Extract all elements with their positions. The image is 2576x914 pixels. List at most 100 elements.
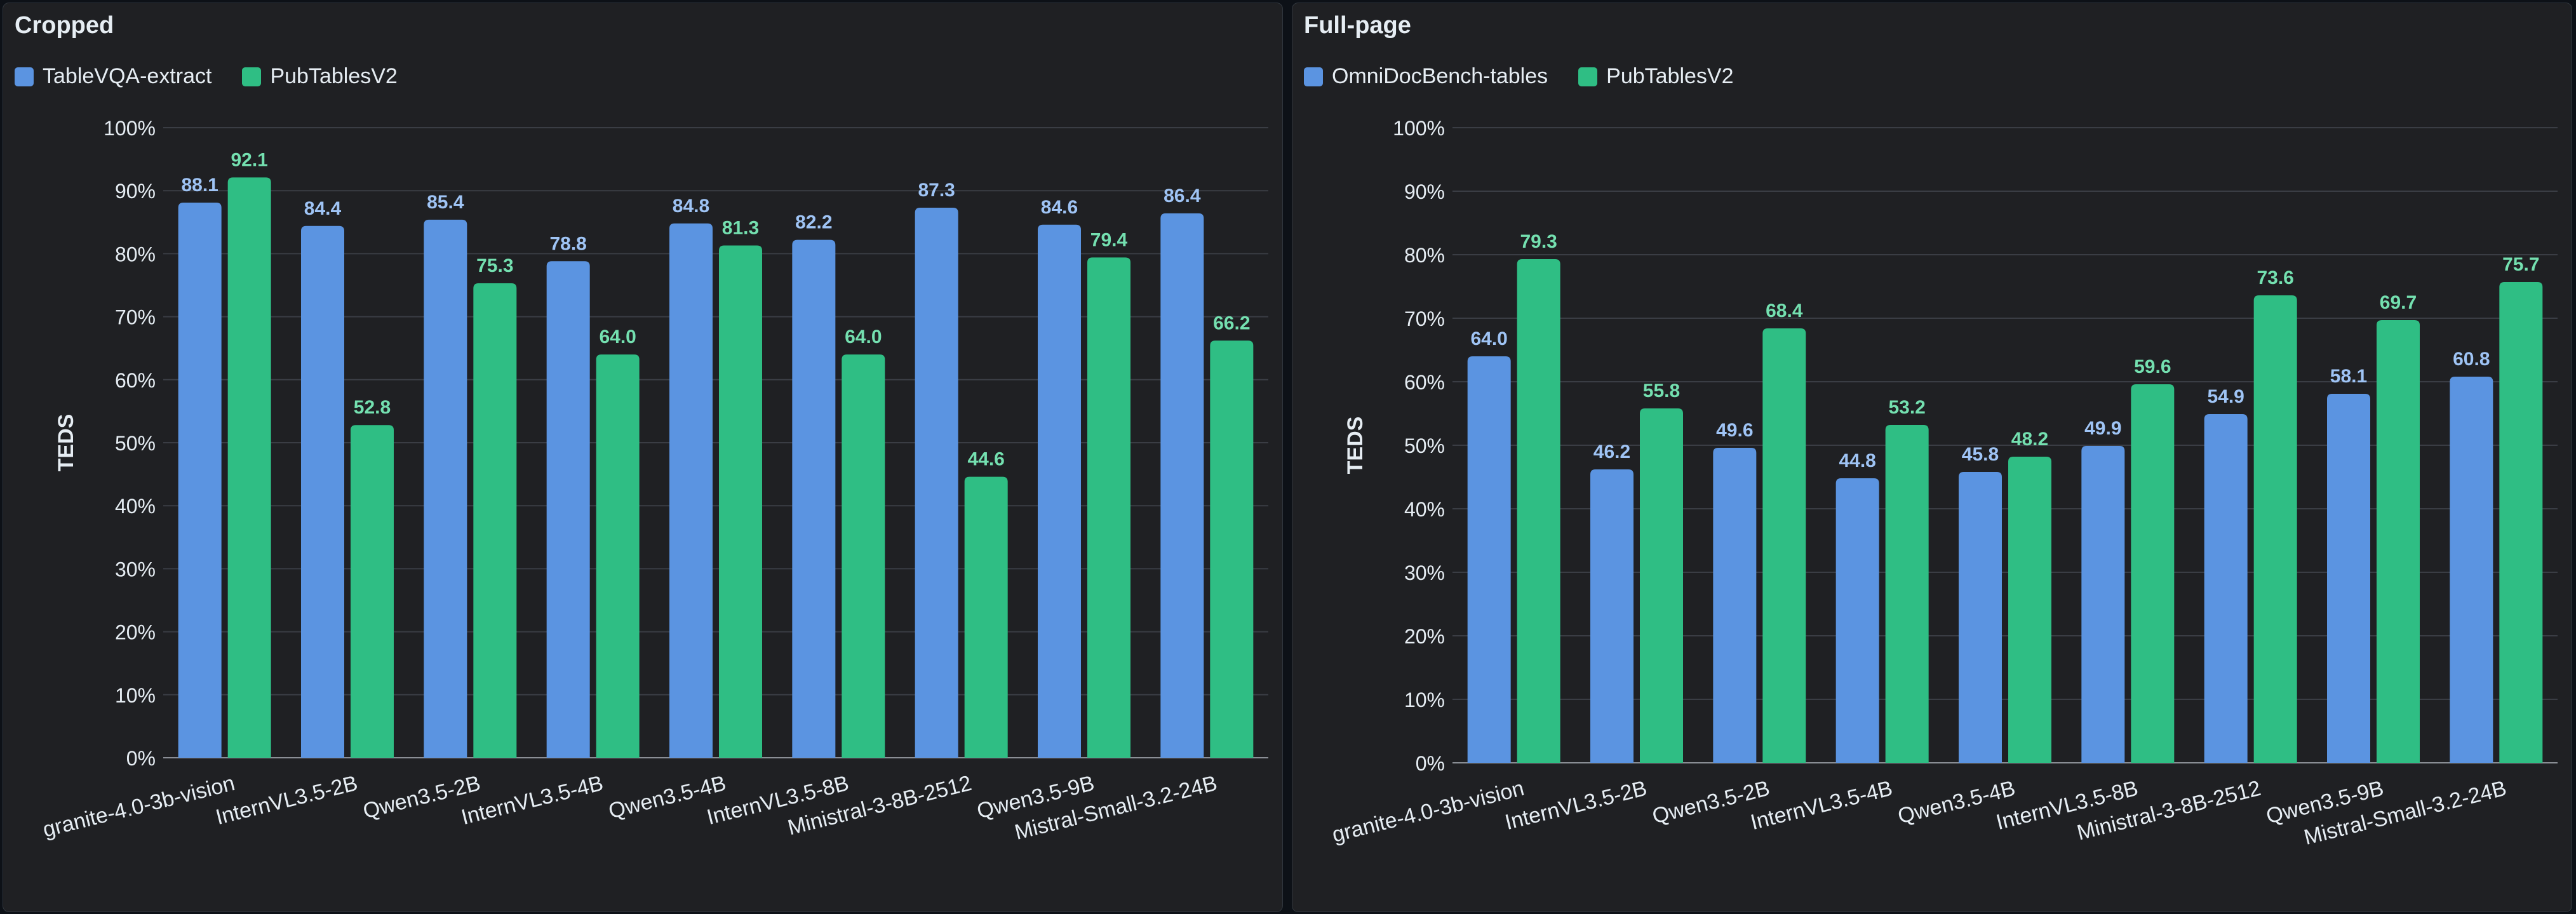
y-tick-label: 60%	[1404, 371, 1445, 394]
y-tick-label: 100%	[104, 117, 156, 140]
bar	[719, 245, 762, 758]
chart-panel-full-page: Full-page OmniDocBench-tables PubTablesV…	[1292, 3, 2572, 912]
data-label: 79.3	[1520, 231, 1557, 252]
legend-swatch	[15, 67, 34, 86]
x-tick-label: InternVL3.5-2B	[213, 771, 360, 830]
bar	[1762, 328, 1806, 763]
y-tick-label: 30%	[115, 558, 156, 581]
data-label: 86.4	[1164, 185, 1201, 206]
data-label: 75.7	[2502, 254, 2539, 275]
bar-chart-full-page: 0% 10% 20% 30% 40% 50% 60% 70% 80% 90% 100% TEDS 64.…	[1330, 117, 2558, 850]
y-tick-label: 0%	[126, 747, 156, 770]
bar	[842, 354, 885, 758]
chart-panel-cropped: Cropped TableVQA-extract PubTablesV2 0% 1…	[3, 3, 1283, 912]
data-label: 87.3	[918, 180, 955, 201]
data-label: 92.1	[231, 149, 267, 170]
y-axis-label: TEDS	[54, 414, 78, 472]
bar	[964, 476, 1008, 758]
bar	[424, 219, 467, 758]
x-tick-label: InternVL3.5-2B	[1503, 776, 1649, 835]
data-label: 73.6	[2257, 267, 2293, 288]
y-tick-label: 0%	[1416, 752, 1445, 775]
bar	[1590, 469, 1633, 763]
data-label: 79.4	[1090, 229, 1128, 250]
bar	[1210, 340, 1254, 758]
data-label: 58.1	[2330, 366, 2367, 387]
legend-item-series-a[interactable]: OmniDocBench-tables	[1304, 64, 1548, 89]
bar	[1517, 259, 1560, 763]
chart-legend: TableVQA-extract PubTablesV2	[15, 64, 428, 89]
y-tick-label: 90%	[1404, 180, 1445, 203]
bar	[351, 425, 394, 758]
bar	[546, 261, 590, 758]
y-tick-label: 90%	[115, 180, 156, 203]
bar	[227, 177, 271, 758]
data-label: 60.8	[2453, 349, 2490, 370]
bar	[915, 207, 958, 758]
bar-chart-cropped: 0% 10% 20% 30% 40% 50% 60% 70% 80% 90% 100% TEDS 88.…	[41, 117, 1268, 845]
data-label: 75.3	[476, 255, 513, 276]
data-label: 68.4	[1766, 300, 1803, 321]
data-label: 45.8	[1962, 444, 1999, 465]
x-tick-label: Mistral-Small-3.2-24B	[2302, 776, 2509, 850]
y-tick-label: 100%	[1393, 117, 1445, 140]
y-axis-label: TEDS	[1343, 417, 1367, 474]
bar	[669, 223, 713, 758]
data-label: 78.8	[549, 233, 586, 254]
y-tick-label: 70%	[1404, 307, 1445, 330]
y-tick-label: 60%	[115, 369, 156, 392]
bar	[1713, 448, 1757, 763]
y-tick-label: 50%	[115, 432, 156, 455]
bar	[2081, 446, 2125, 763]
data-label: 64.0	[1470, 328, 1507, 349]
legend-item-series-b[interactable]: PubTablesV2	[1578, 64, 1734, 89]
bar	[301, 225, 344, 758]
data-label: 85.4	[427, 192, 464, 213]
bar	[1038, 224, 1081, 758]
chart-title: Full-page	[1304, 12, 1411, 39]
bar	[178, 203, 222, 758]
y-tick-label: 10%	[115, 684, 156, 707]
x-tick-label: granite-4.0-3b-vision	[41, 771, 238, 842]
data-label: 53.2	[1888, 397, 1925, 418]
bar	[596, 354, 640, 758]
legend-swatch	[242, 67, 262, 86]
bar	[2008, 457, 2051, 763]
legend-item-series-a[interactable]: TableVQA-extract	[15, 64, 211, 89]
bar	[2204, 414, 2248, 763]
y-tick-label: 30%	[1404, 561, 1445, 584]
bar	[2499, 282, 2543, 763]
data-label: 84.6	[1041, 197, 1078, 218]
data-label: 48.2	[2011, 429, 2048, 450]
y-tick-label: 10%	[1404, 689, 1445, 711]
data-label: 84.8	[673, 196, 709, 217]
y-tick-label: 80%	[115, 243, 156, 265]
y-tick-label: 80%	[1404, 244, 1445, 267]
data-label: 59.6	[2134, 356, 2171, 377]
data-label: 81.3	[722, 218, 759, 239]
bar	[1640, 408, 1683, 763]
x-tick-label: Mistral-Small-3.2-24B	[1012, 771, 1219, 845]
data-label: 82.2	[795, 212, 832, 233]
legend-label: PubTablesV2	[1606, 64, 1734, 88]
chart-title: Cropped	[15, 12, 114, 39]
bar	[2450, 377, 2493, 763]
y-tick-label: 70%	[115, 306, 156, 329]
data-label: 44.6	[967, 449, 1004, 470]
y-tick-label: 20%	[1404, 625, 1445, 648]
data-label: 49.6	[1716, 420, 1753, 441]
bar	[1087, 257, 1130, 758]
data-label: 44.8	[1839, 450, 1875, 471]
data-label: 52.8	[354, 397, 391, 418]
legend-item-series-b[interactable]: PubTablesV2	[242, 64, 398, 89]
data-label: 55.8	[1643, 380, 1680, 401]
data-label: 84.4	[304, 198, 342, 219]
bar	[1885, 425, 1929, 763]
x-tick-label: InternVL3.5-4B	[1748, 776, 1895, 835]
bar	[1835, 478, 1879, 763]
x-tick-label: InternVL3.5-4B	[459, 771, 605, 830]
bar	[2327, 394, 2370, 763]
x-tick-label: granite-4.0-3b-vision	[1330, 776, 1527, 847]
legend-label: TableVQA-extract	[43, 64, 212, 88]
bar	[1959, 472, 2002, 763]
